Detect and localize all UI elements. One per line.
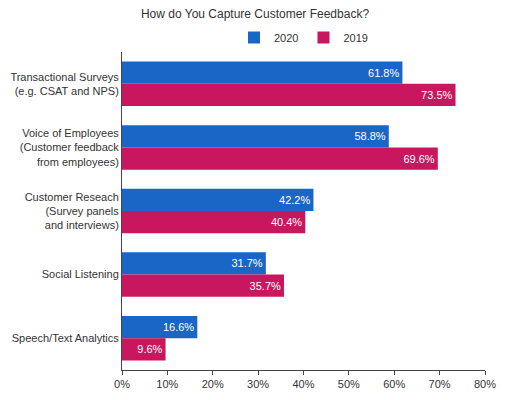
svg-text:73.5%: 73.5% [421,89,452,101]
svg-text:50%: 50% [338,378,360,390]
svg-text:2020: 2020 [274,32,298,44]
svg-text:58.8%: 58.8% [354,130,385,142]
svg-text:Customer Reseach(Survey panels: Customer Reseach(Survey panelsand interv… [25,191,120,232]
svg-text:20%: 20% [202,378,224,390]
svg-text:How do You Capture Customer Fe: How do You Capture Customer Feedback? [141,7,369,21]
svg-text:Voice of Employees(Customer fe: Voice of Employees(Customer feedbackfrom… [20,127,120,168]
svg-text:40%: 40% [292,378,314,390]
svg-text:80%: 80% [474,378,496,390]
svg-text:35.7%: 35.7% [250,280,281,292]
svg-text:70%: 70% [429,378,451,390]
svg-text:61.8%: 61.8% [368,67,399,79]
svg-text:40.4%: 40.4% [271,216,302,228]
svg-text:Speech/Text Analytics: Speech/Text Analytics [12,332,120,344]
svg-text:16.6%: 16.6% [163,321,194,333]
svg-text:31.7%: 31.7% [231,257,262,269]
svg-text:0%: 0% [114,378,130,390]
svg-text:10%: 10% [156,378,178,390]
svg-text:30%: 30% [247,378,269,390]
svg-text:Transactional Surveys(e.g. CSA: Transactional Surveys(e.g. CSAT and NPS) [10,71,119,97]
svg-text:42.2%: 42.2% [279,194,310,206]
svg-text:60%: 60% [383,378,405,390]
svg-text:Social Listening: Social Listening [42,268,119,280]
svg-text:69.6%: 69.6% [403,153,434,165]
svg-text:9.6%: 9.6% [137,343,162,355]
svg-text:2019: 2019 [343,32,367,44]
